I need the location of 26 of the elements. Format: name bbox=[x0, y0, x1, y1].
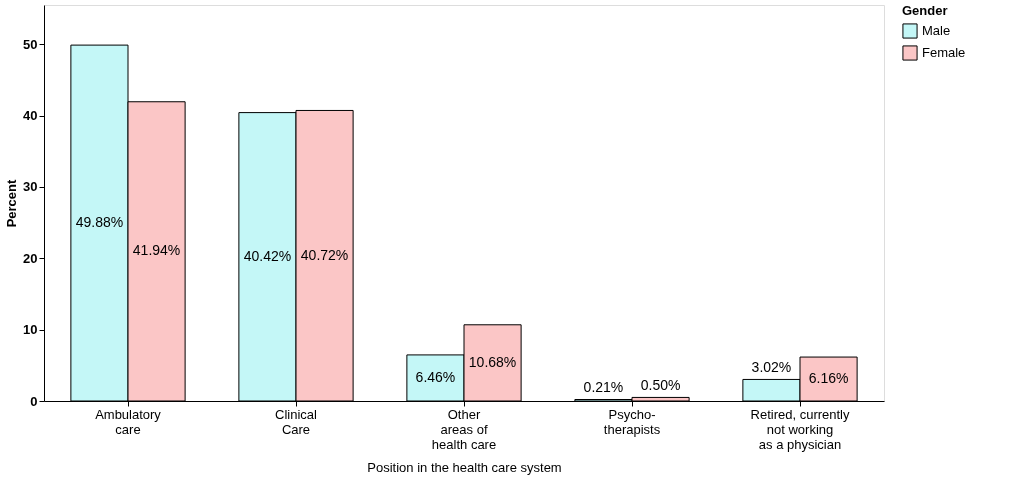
y-tick-label: 40 bbox=[23, 108, 38, 124]
data-label: 41.94% bbox=[132, 242, 181, 259]
legend-title: Gender bbox=[902, 3, 948, 18]
legend-label: Male bbox=[922, 23, 951, 38]
data-label: 0.21% bbox=[583, 378, 624, 395]
y-tick-label: 0 bbox=[30, 393, 38, 409]
data-label: 49.88% bbox=[75, 214, 124, 231]
data-label: 40.72% bbox=[300, 246, 349, 263]
data-label: 6.16% bbox=[808, 370, 849, 387]
data-label: 0.50% bbox=[640, 376, 681, 393]
y-axis-title: Percent bbox=[4, 178, 20, 228]
data-label: 10.68% bbox=[468, 353, 517, 370]
y-tick-label: 50 bbox=[23, 36, 38, 52]
x-axis-title: Position in the health care system bbox=[367, 459, 562, 475]
x-tick-label: Other areas of health care bbox=[431, 406, 497, 452]
y-tick-label: 30 bbox=[23, 179, 38, 195]
data-label: 3.02% bbox=[751, 358, 792, 375]
y-tick-label: 20 bbox=[23, 250, 38, 266]
data-label: 40.42% bbox=[243, 247, 292, 264]
x-tick-label: Retired, currently not working as a physician bbox=[750, 406, 850, 452]
data-label: 6.46% bbox=[415, 368, 456, 385]
x-tick-label: Psycho- therapists bbox=[603, 406, 661, 437]
x-tick-label: Ambulatory care bbox=[95, 406, 162, 437]
legend-label: Female bbox=[922, 45, 966, 60]
y-tick-label: 10 bbox=[23, 322, 38, 338]
x-tick-label: Clinical Care bbox=[275, 406, 318, 437]
